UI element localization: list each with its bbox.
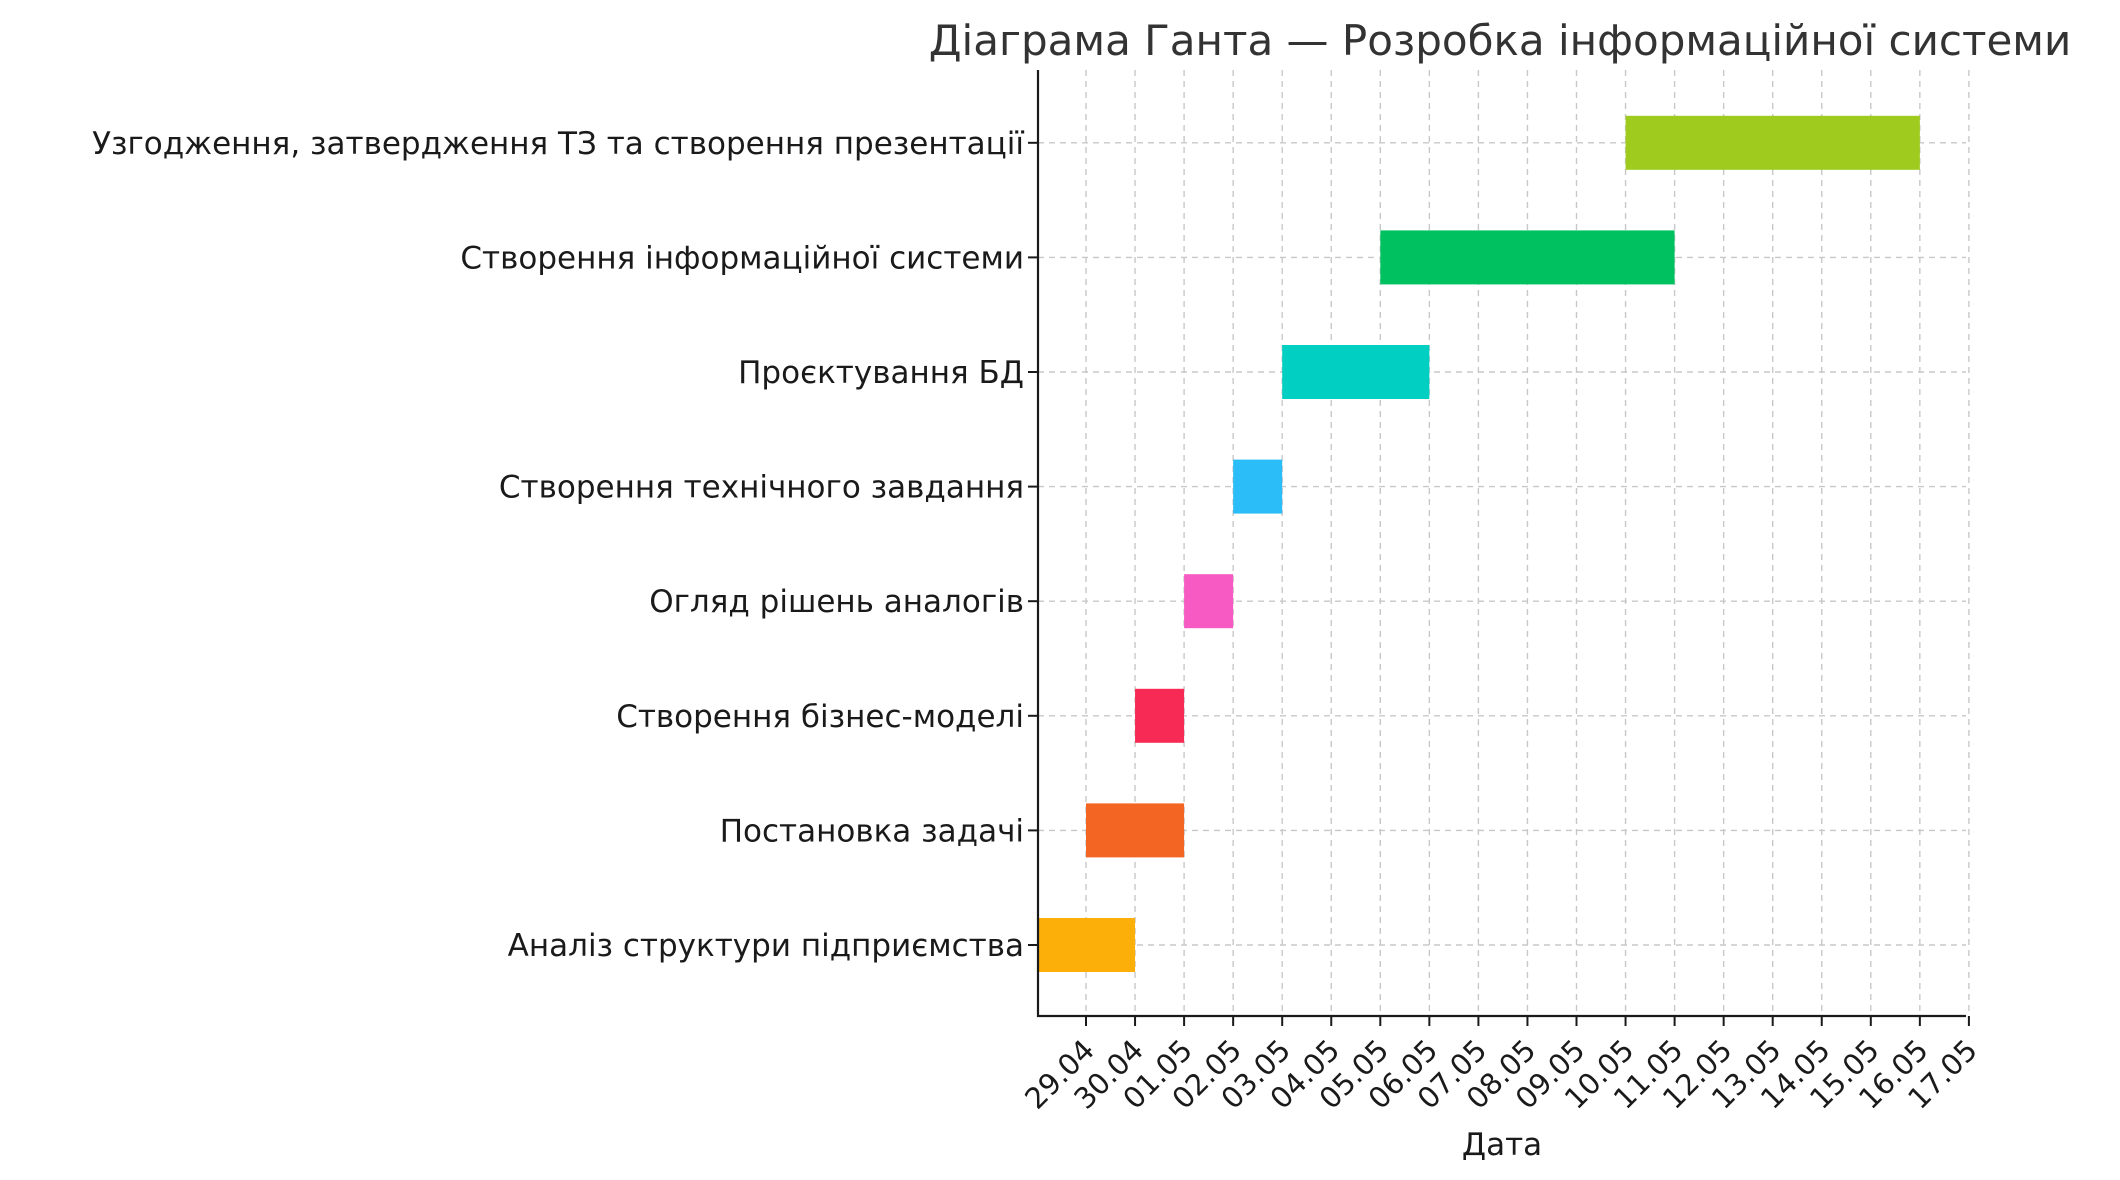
y-tick-label: Створення бізнес-моделі [616,699,1024,735]
y-tick-label: Аналіз структури підприємства [508,928,1024,964]
x-tick-labels: 29.0430.0401.0502.0503.0504.0505.0506.05… [1018,1016,1984,1116]
x-axis-label: Дата [1462,1127,1542,1163]
axis-spines [1036,70,1966,1018]
task-bar [1135,688,1185,743]
y-tick-label: Узгодження, затвердження ТЗ та створення… [92,126,1024,162]
task-bar [1380,230,1675,285]
task-bars [1038,115,1920,972]
y-tick-labels: Аналіз структури підприємства Постановка … [92,126,1038,964]
task-bar [1282,345,1430,399]
y-tick-label: Постановка задачі [720,813,1024,849]
y-tick-label: Огляд рішень аналогів [649,584,1024,620]
y-tick-label: Проєктування БД [738,355,1024,391]
task-bar [1184,574,1234,629]
grid [1038,70,1970,1016]
task-bar [1086,803,1185,858]
chart-title: Діаграма Ганта — Розробка інформаційної … [929,16,2072,65]
y-tick-label: Створення технічного завдання [499,470,1024,506]
task-bar [1038,918,1136,972]
task-bar [1233,459,1283,514]
task-bar [1625,115,1920,170]
y-tick-label: Створення інформаційної системи [460,240,1024,276]
